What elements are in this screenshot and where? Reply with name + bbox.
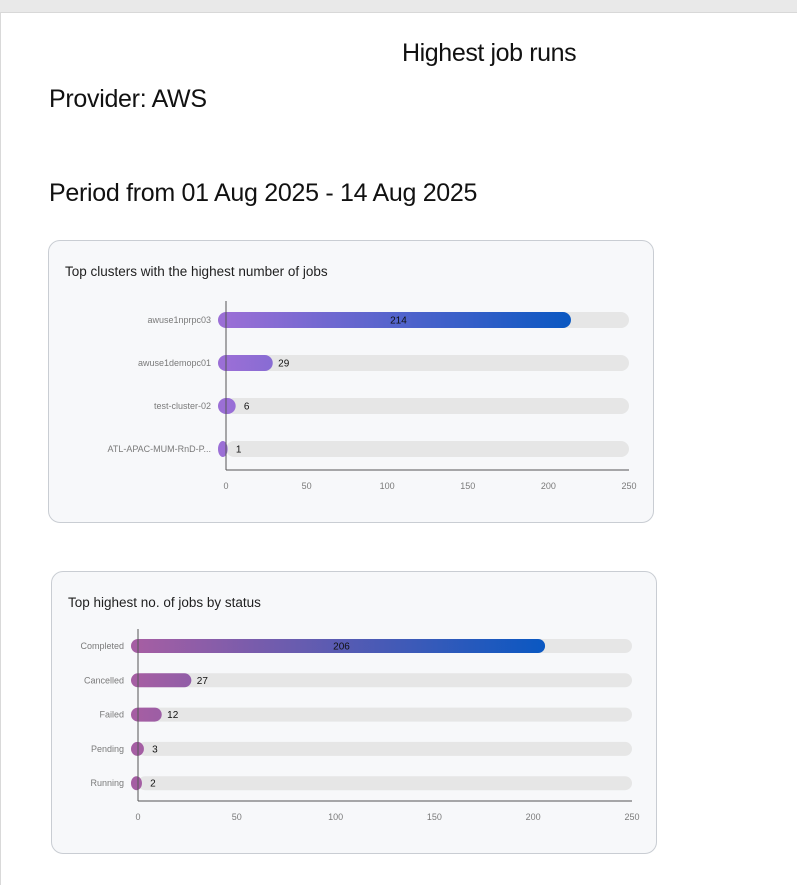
x-tick-label-200: 200	[526, 812, 541, 822]
x-tick-label-150: 150	[460, 481, 475, 491]
bar-test-cluster-02[interactable]	[218, 398, 236, 414]
period-label: Period from 01 Aug 2025 - 14 Aug 2025	[49, 179, 478, 207]
x-tick-label-50: 50	[232, 812, 242, 822]
value-label-test-cluster-02: 6	[244, 402, 250, 413]
value-label-failed: 12	[167, 710, 179, 721]
value-label-awuse1demopc01: 29	[278, 359, 290, 370]
category-label-atl-apac-mum-rnd-p: ATL-APAC-MUM-RnD-P...	[107, 444, 211, 454]
x-tick-label-100: 100	[380, 481, 395, 491]
x-tick-label-150: 150	[427, 812, 442, 822]
value-label-atl-apac-mum-rnd-p: 1	[236, 445, 242, 456]
x-tick-label-0: 0	[135, 812, 140, 822]
window-top-bar	[0, 0, 797, 13]
value-label-running: 2	[150, 779, 156, 790]
clusters-bar-chart: awuse1nprpc03 214 awuse1demopc01 29 test-clu…	[107, 301, 637, 491]
x-tick-label-250: 250	[621, 481, 636, 491]
category-label-failed: Failed	[99, 710, 124, 720]
category-label-awuse1nprpc03: awuse1nprpc03	[147, 315, 211, 325]
value-label-pending: 3	[152, 744, 158, 755]
category-label-awuse1demopc01: awuse1demopc01	[138, 358, 211, 368]
clusters-chart-card: Top clusters with the highest number of …	[48, 240, 654, 523]
bar-running[interactable]	[131, 776, 142, 791]
provider-label: Provider: AWS	[49, 85, 207, 113]
category-label-completed: Completed	[80, 641, 124, 651]
status-chart-title: Top highest no. of jobs by status	[68, 595, 261, 610]
category-label-cancelled: Cancelled	[84, 675, 124, 685]
page-left-border	[0, 12, 1, 885]
status-chart-card: Top highest no. of jobs by status Comple…	[51, 571, 657, 854]
bar-track-test-cluster-02	[226, 398, 629, 414]
bar-track-awuse1demopc01	[226, 355, 629, 371]
bar-track-running	[138, 776, 632, 791]
bar-cancelled[interactable]	[131, 673, 192, 688]
value-label-awuse1nprpc03: 214	[390, 316, 407, 327]
x-tick-label-100: 100	[328, 812, 343, 822]
category-label-pending: Pending	[91, 744, 124, 754]
bar-track-pending	[138, 741, 632, 756]
value-label-cancelled: 27	[197, 676, 209, 687]
x-tick-label-250: 250	[624, 812, 639, 822]
status-bar-chart: Completed 206 Cancelled 27 Failed 12 Pending 3 R…	[80, 629, 640, 822]
category-label-running: Running	[90, 778, 124, 788]
bar-awuse1nprpc03[interactable]	[218, 312, 571, 328]
bar-completed[interactable]	[131, 639, 546, 653]
report-title: Highest job runs	[402, 39, 577, 67]
bar-atl-apac-mum-rnd-p[interactable]	[218, 441, 228, 457]
bar-failed[interactable]	[131, 707, 162, 722]
value-label-completed: 206	[333, 642, 350, 653]
bar-pending[interactable]	[131, 741, 144, 756]
clusters-chart-title: Top clusters with the highest number of …	[65, 264, 328, 279]
x-tick-label-0: 0	[223, 481, 228, 491]
x-tick-label-50: 50	[302, 481, 312, 491]
bar-awuse1demopc01[interactable]	[218, 355, 273, 371]
bar-track-failed	[138, 707, 632, 722]
category-label-test-cluster-02: test-cluster-02	[154, 401, 211, 411]
x-tick-label-200: 200	[541, 481, 556, 491]
bar-track-cancelled	[138, 673, 632, 688]
bar-track-atl-apac-mum-rnd-p	[226, 441, 629, 457]
